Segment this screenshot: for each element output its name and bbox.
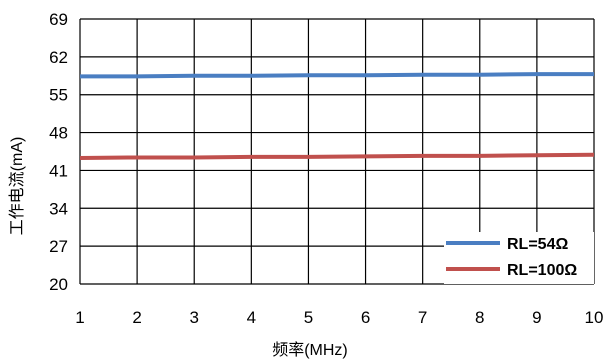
y-tick-label: 62	[49, 48, 68, 67]
legend-background	[444, 232, 594, 284]
x-tick-label: 4	[247, 308, 256, 327]
x-tick-label: 6	[361, 308, 370, 327]
y-tick-label: 48	[49, 124, 68, 143]
y-axis-tick-labels: 20 27 34 41 48 55 62 69	[49, 10, 68, 294]
legend-label-rl54: RL=54Ω	[507, 236, 568, 253]
y-tick-label: 27	[49, 237, 68, 256]
x-tick-label: 8	[475, 308, 484, 327]
x-tick-label: 3	[189, 308, 198, 327]
x-axis-tick-labels: 1 2 3 4 5 6 7 8 9 10	[75, 308, 603, 327]
x-tick-label: 2	[132, 308, 141, 327]
x-tick-label: 5	[304, 308, 313, 327]
y-tick-label: 55	[49, 86, 68, 105]
legend-label-rl100: RL=100Ω	[507, 262, 577, 279]
y-tick-label: 69	[49, 10, 68, 29]
chart-legend: RL=54Ω RL=100Ω	[444, 232, 594, 284]
x-tick-label: 9	[532, 308, 541, 327]
series-line-rl100	[79, 152, 595, 160]
series-line-rl54	[80, 72, 594, 79]
y-tick-label: 41	[49, 161, 68, 180]
chart-grid	[79, 18, 595, 285]
x-tick-label: 7	[418, 308, 427, 327]
x-tick-label: 1	[75, 308, 84, 327]
x-tick-label: 10	[585, 308, 604, 327]
x-axis-title: 频率(MHz)	[272, 341, 348, 359]
y-axis-title: 工作电流(mA)	[8, 137, 26, 236]
series-lines	[79, 72, 595, 160]
y-tick-label: 20	[49, 275, 68, 294]
y-tick-label: 34	[49, 199, 68, 218]
